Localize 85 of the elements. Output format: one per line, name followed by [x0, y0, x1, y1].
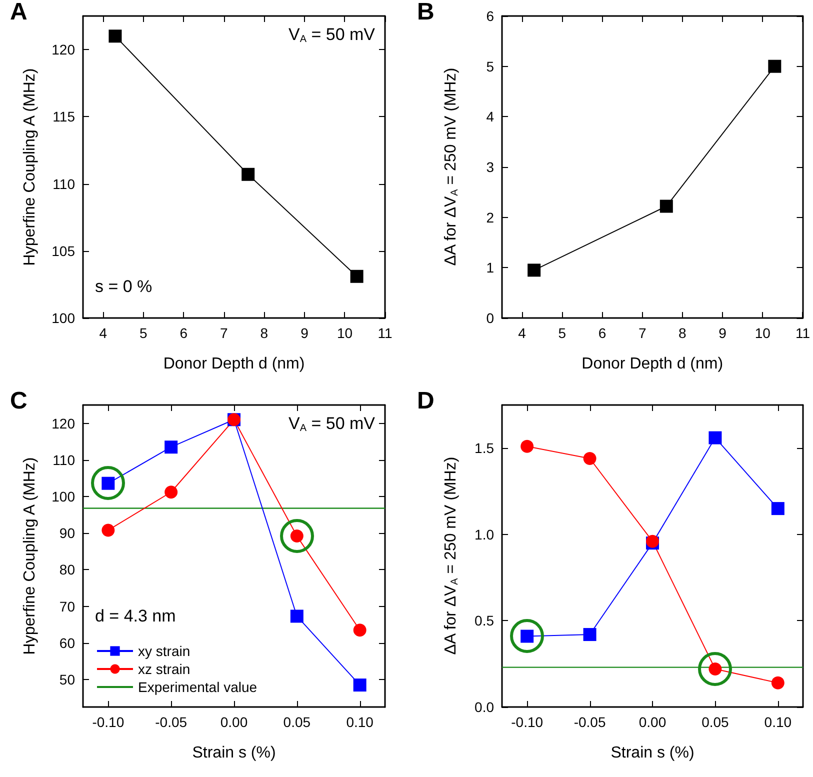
y-axis-title: ΔA for ΔVA = 250 mV (MHz): [442, 68, 460, 266]
point: [708, 431, 722, 444]
y-tick-label: 0.5: [474, 612, 494, 629]
y-tick-label: 0.0: [474, 699, 494, 715]
y-axis-title: Hyperfine Coupling A (MHz): [22, 457, 38, 655]
point: [771, 676, 784, 690]
y-tick-label: 6: [486, 8, 494, 24]
y-tick-label: 1: [486, 260, 494, 276]
annotation: d = 4.3 nm: [95, 606, 176, 626]
y-axis-title: ΔA for ΔVA = 250 mV (MHz): [442, 456, 460, 655]
x-tick-label: 0.05: [702, 714, 730, 730]
x-tick-label: -0.05: [155, 714, 188, 730]
y-tick-label: 80: [59, 562, 76, 578]
x-tick-label: 8: [678, 325, 687, 341]
x-tick-label: 11: [795, 325, 810, 341]
point: [520, 440, 534, 453]
point: [164, 486, 178, 499]
x-tick-label: 4: [99, 325, 108, 341]
legend-label: xy strain: [138, 643, 190, 659]
x-axis-title: Strain s (%): [610, 744, 694, 762]
annotation: s = 0 %: [95, 277, 152, 296]
x-tick-label: 8: [260, 325, 268, 341]
x-tick-label: 0.10: [764, 714, 792, 730]
y-axis-title: Hyperfine Coupling A (MHz): [22, 68, 38, 266]
x-tick-label: 6: [598, 325, 606, 341]
y-tick-label: 50: [59, 672, 76, 688]
y-tick-label: 5: [486, 58, 494, 74]
x-tick-label: 5: [140, 325, 148, 341]
x-tick-label: 6: [180, 325, 188, 341]
point: [583, 452, 596, 465]
x-tick-label: 11: [378, 325, 392, 341]
y-tick-label: 60: [59, 634, 76, 651]
y-tick-label: 0: [486, 310, 494, 326]
y-tick-label: 120: [52, 42, 76, 58]
x-tick-label: 10: [336, 325, 353, 341]
x-tick-label: 4: [518, 325, 526, 341]
y-tick-label: 100: [52, 488, 76, 505]
x-tick-label: 0.05: [283, 714, 311, 730]
x-tick-label: 0.00: [638, 714, 666, 730]
chart-title: C: [10, 388, 28, 414]
x-tick-label: 0.10: [346, 714, 374, 730]
legend-label: Experimental value: [138, 679, 258, 695]
point: [353, 624, 366, 637]
x-tick-label: -0.10: [92, 714, 124, 730]
point: [771, 502, 784, 516]
point: [660, 200, 673, 213]
y-tick-label: 1.0: [474, 526, 494, 542]
y-tick-label: 4: [486, 108, 494, 125]
x-tick-label: -0.10: [511, 714, 544, 730]
y-tick-label: 2: [486, 209, 494, 226]
chart-title: D: [417, 388, 434, 414]
x-tick-label: 9: [300, 325, 309, 341]
point: [102, 524, 115, 537]
y-tick-label: 115: [52, 108, 76, 125]
y-tick-label: 70: [59, 598, 76, 614]
point: [353, 678, 366, 692]
y-tick-label: 100: [52, 310, 76, 326]
x-tick-label: 10: [754, 325, 771, 341]
x-tick-label: 9: [718, 325, 727, 341]
y-tick-label: 120: [52, 415, 76, 432]
y-tick-label: 1.5: [474, 440, 494, 456]
chart-title: B: [417, 0, 434, 26]
legend-label: xz strain: [138, 661, 190, 677]
y-tick-label: 105: [52, 242, 76, 259]
x-tick-label: 0.00: [220, 714, 248, 730]
x-tick-label: -0.05: [574, 714, 606, 730]
y-tick-label: 110: [52, 176, 76, 192]
y-tick-label: 90: [59, 525, 76, 542]
point: [350, 270, 364, 283]
x-axis-title: Donor Depth d (nm): [163, 356, 305, 372]
x-axis-title: Donor Depth d (nm): [582, 356, 724, 372]
point: [242, 168, 255, 181]
point: [108, 30, 122, 43]
point: [583, 628, 596, 642]
point: [164, 440, 178, 454]
y-tick-label: 3: [486, 159, 494, 175]
point: [290, 610, 304, 623]
y-tick-label: 110: [52, 452, 76, 468]
chart-title: A: [10, 0, 28, 26]
x-axis-title: Strain s (%): [192, 744, 276, 762]
x-tick-label: 7: [220, 325, 228, 341]
point: [768, 60, 782, 73]
point: [528, 264, 541, 277]
x-tick-label: 7: [638, 325, 646, 341]
x-tick-label: 5: [558, 325, 566, 341]
